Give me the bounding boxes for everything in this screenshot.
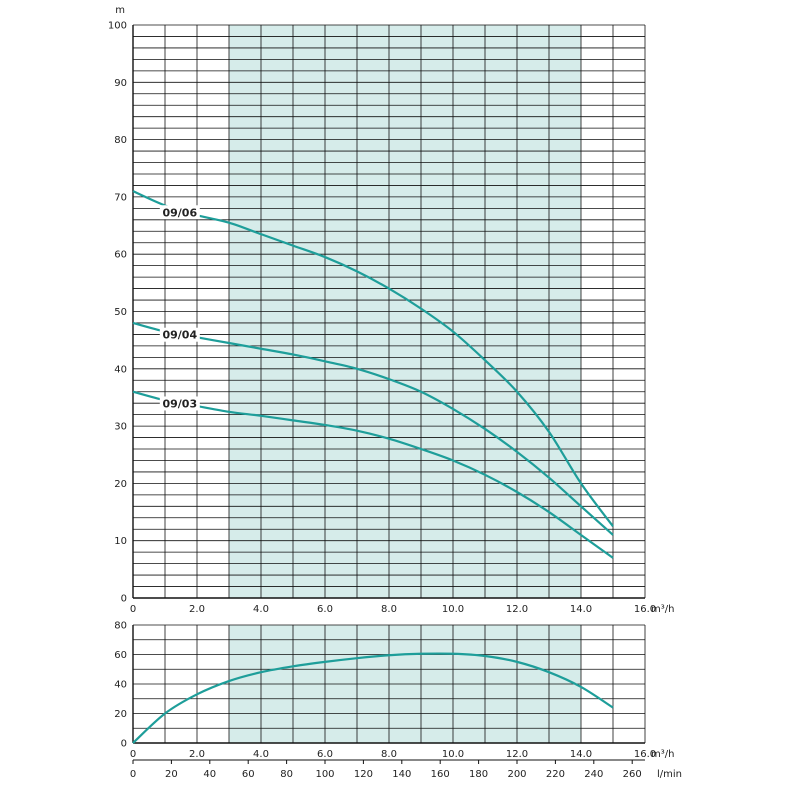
secondary-x-tick-label: 160: [431, 769, 450, 780]
x-tick-label: 4.0: [253, 749, 269, 760]
x-tick-label: 12.0: [506, 604, 528, 615]
secondary-x-tick-label: 0: [130, 769, 136, 780]
y-tick-label: 50: [114, 307, 127, 318]
x-tick-label: 0: [130, 604, 136, 615]
secondary-x-tick-label: 120: [354, 769, 373, 780]
x-axis-unit-label: m³/h: [651, 604, 674, 615]
y-tick-label: 100: [108, 21, 127, 32]
x-tick-label: 8.0: [381, 604, 397, 615]
x-axis-unit-label: m³/h: [651, 749, 674, 760]
series-label: 09/06: [162, 206, 197, 219]
y-tick-label: 80: [114, 621, 127, 632]
y-tick-label: 0: [121, 594, 127, 605]
secondary-x-tick-label: 240: [584, 769, 603, 780]
head-curve-panel: 0 10 20 30 40 50 60 70 80 90 100 0 2.0 4.0 6.0 8.0 10.0 1…: [108, 5, 675, 615]
series-label-background: [159, 327, 200, 342]
secondary-x-tick-label: 140: [392, 769, 411, 780]
secondary-x-tick-label: 220: [546, 769, 565, 780]
x-tick-label: 8.0: [381, 749, 397, 760]
secondary-x-tick-label: 180: [469, 769, 488, 780]
series-curve: [132, 190, 614, 528]
y-tick-label: 40: [114, 364, 127, 375]
y-tick-label: 60: [114, 650, 127, 661]
y-tick-label: 30: [114, 422, 127, 433]
secondary-x-tick-label: 100: [315, 769, 334, 780]
y-tick-label: 20: [114, 479, 127, 490]
x-tick-label: 16.0: [634, 749, 656, 760]
x-tick-label: 6.0: [317, 749, 333, 760]
y-tick-label: 90: [114, 78, 127, 89]
secondary-x-tick-label: 80: [280, 769, 293, 780]
y-tick-label: 20: [114, 709, 127, 720]
x-tick-label: 10.0: [442, 604, 464, 615]
y-tick-label: 10: [114, 536, 127, 547]
series-label-background: [159, 396, 200, 411]
x-tick-label: 6.0: [317, 604, 333, 615]
x-tick-label: 10.0: [442, 749, 464, 760]
x-tick-label: 12.0: [506, 749, 528, 760]
series-curve: [132, 652, 614, 744]
efficiency-curve-panel: 0 20 40 60 80 0 2.0 4.0 6.0 8.0 10.0 12.0 14.0 16.0m³…: [114, 621, 682, 781]
y-tick-label: 70: [114, 192, 127, 203]
secondary-x-tick-label: 60: [242, 769, 255, 780]
x-tick-label: 14.0: [570, 749, 592, 760]
series-label: 09/03: [162, 397, 197, 410]
series-label-background: [159, 205, 200, 220]
x-tick-label: 4.0: [253, 604, 269, 615]
secondary-x-axis-unit-label: l/min: [657, 769, 682, 780]
y-tick-label: 0: [121, 739, 127, 750]
x-tick-label: 0: [130, 749, 136, 760]
y-tick-label: 60: [114, 250, 127, 261]
secondary-x-tick-label: 260: [623, 769, 642, 780]
x-tick-label: 16.0: [634, 604, 656, 615]
series-curve: [132, 321, 614, 536]
y-tick-label: 40: [114, 680, 127, 691]
x-tick-label: 2.0: [189, 604, 205, 615]
series-curve: [132, 390, 614, 559]
x-tick-label: 14.0: [570, 604, 592, 615]
y-axis-unit-label: m: [115, 5, 125, 16]
y-tick-label: 80: [114, 135, 127, 146]
series-label: 09/04: [162, 329, 197, 342]
secondary-x-tick-label: 40: [203, 769, 216, 780]
secondary-x-tick-label: 20: [165, 769, 178, 780]
x-tick-label: 2.0: [189, 749, 205, 760]
secondary-x-tick-label: 200: [507, 769, 526, 780]
